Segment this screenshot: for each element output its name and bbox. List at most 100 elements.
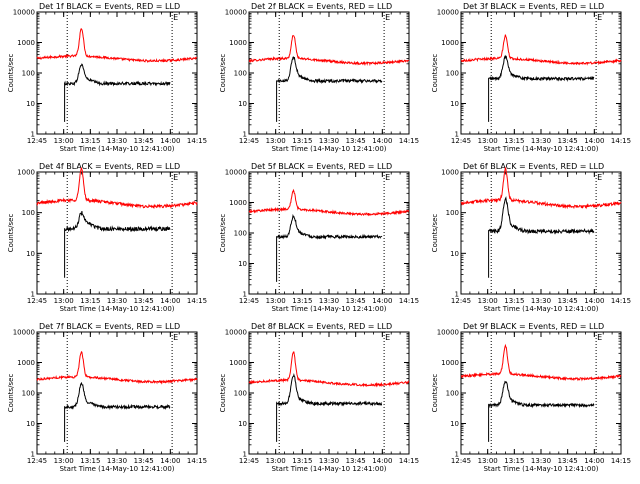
y-tick-label: 10 bbox=[450, 100, 459, 108]
y-tick-label: 1000 bbox=[17, 39, 35, 47]
y-tick-label: 1000 bbox=[17, 359, 35, 367]
y-tick-label: 1 bbox=[455, 291, 459, 299]
x-tick-label: 14:15 bbox=[399, 457, 419, 465]
y-tick-label: 100 bbox=[446, 209, 459, 217]
y-tick-label: 1000 bbox=[229, 199, 247, 207]
marker-label: E bbox=[173, 173, 178, 182]
x-tick-label: 13:45 bbox=[346, 137, 366, 145]
plot-frame bbox=[460, 171, 622, 295]
x-tick-label: 13:15 bbox=[504, 457, 524, 465]
plot-frame bbox=[248, 11, 410, 135]
y-tick-label: 100 bbox=[22, 70, 35, 78]
x-tick-label: 13:30 bbox=[107, 137, 127, 145]
y-tick-label: 1000 bbox=[441, 359, 459, 367]
y-axis-label: Counts/sec bbox=[431, 374, 439, 413]
series-events-black bbox=[488, 380, 595, 442]
series-events-black bbox=[276, 213, 383, 282]
marker-label: E bbox=[173, 333, 178, 342]
plot-frame bbox=[36, 331, 198, 455]
marker-label: E bbox=[385, 13, 390, 22]
plot-frame bbox=[248, 171, 410, 295]
x-tick-label: 13:00 bbox=[54, 457, 74, 465]
series-events-black bbox=[64, 63, 171, 122]
y-tick-label: 10000 bbox=[437, 329, 459, 337]
y-tick-label: 10 bbox=[26, 100, 35, 108]
x-tick-label: 12:45 bbox=[239, 137, 259, 145]
plot-frame bbox=[248, 331, 410, 455]
x-tick-label: 14:15 bbox=[187, 297, 207, 305]
y-tick-label: 1 bbox=[31, 451, 35, 459]
marker-label: E bbox=[385, 173, 390, 182]
y-axis-label: Counts/sec bbox=[7, 54, 15, 93]
marker-label: E bbox=[597, 333, 602, 342]
x-tick-label: 13:00 bbox=[478, 457, 498, 465]
series-lld-red bbox=[36, 167, 198, 209]
x-tick-label: 13:30 bbox=[319, 297, 339, 305]
marker-label: E bbox=[597, 173, 602, 182]
x-axis-label: Start Time (14-May-10 12:41:00) bbox=[271, 145, 386, 153]
x-tick-label: 13:00 bbox=[478, 297, 498, 305]
x-tick-label: 13:00 bbox=[266, 137, 286, 145]
chart-title: Det 5f BLACK = Events, RED = LLD bbox=[251, 162, 392, 171]
plot-frame bbox=[460, 331, 622, 455]
x-tick-label: 14:15 bbox=[187, 457, 207, 465]
y-tick-label: 10000 bbox=[225, 329, 247, 337]
y-axis-label: Counts/sec bbox=[219, 214, 227, 253]
chart-panel-8: Det 8f BLACK = Events, RED = LLD 1 10 100 10… bbox=[219, 322, 419, 473]
series-lld-red bbox=[248, 188, 410, 217]
x-tick-label: 13:45 bbox=[558, 137, 578, 145]
x-tick-label: 13:30 bbox=[107, 297, 127, 305]
y-tick-label: 10 bbox=[450, 250, 459, 258]
x-tick-label: 13:30 bbox=[531, 457, 551, 465]
chart-title: Det 1f BLACK = Events, RED = LLD bbox=[39, 2, 180, 11]
series-events-black bbox=[488, 54, 595, 122]
series-lld-red bbox=[36, 28, 198, 64]
series-lld-red bbox=[248, 351, 410, 388]
x-tick-label: 13:45 bbox=[558, 457, 578, 465]
x-tick-label: 14:00 bbox=[160, 137, 180, 145]
x-tick-label: 13:00 bbox=[266, 297, 286, 305]
chart-title: Det 3f BLACK = Events, RED = LLD bbox=[463, 2, 604, 11]
x-tick-label: 12:45 bbox=[239, 297, 259, 305]
x-tick-label: 14:00 bbox=[372, 297, 392, 305]
x-tick-label: 13:45 bbox=[346, 297, 366, 305]
y-tick-label: 10000 bbox=[225, 9, 247, 17]
marker-label: E bbox=[597, 13, 602, 22]
chart-title: Det 7f BLACK = Events, RED = LLD bbox=[39, 322, 180, 331]
x-tick-label: 14:15 bbox=[399, 297, 419, 305]
x-tick-label: 13:15 bbox=[80, 457, 100, 465]
x-tick-label: 14:00 bbox=[584, 137, 604, 145]
x-tick-label: 13:45 bbox=[134, 137, 154, 145]
y-tick-label: 100 bbox=[22, 390, 35, 398]
x-tick-label: 13:45 bbox=[346, 457, 366, 465]
series-lld-red bbox=[248, 35, 410, 67]
x-axis-label: Start Time (14-May-10 12:41:00) bbox=[271, 305, 386, 313]
x-tick-label: 13:15 bbox=[80, 137, 100, 145]
series-lld-red bbox=[36, 350, 198, 385]
x-tick-label: 12:45 bbox=[27, 297, 47, 305]
y-tick-label: 10000 bbox=[225, 169, 247, 177]
x-tick-label: 14:00 bbox=[160, 457, 180, 465]
x-tick-label: 14:00 bbox=[372, 457, 392, 465]
x-tick-label: 12:45 bbox=[451, 137, 471, 145]
x-tick-label: 14:00 bbox=[372, 137, 392, 145]
y-axis-label: Counts/sec bbox=[7, 214, 15, 253]
x-tick-label: 14:15 bbox=[611, 297, 631, 305]
y-tick-label: 1000 bbox=[441, 39, 459, 47]
y-tick-label: 1000 bbox=[229, 39, 247, 47]
y-tick-label: 100 bbox=[446, 70, 459, 78]
y-axis-label: Counts/sec bbox=[431, 214, 439, 253]
x-tick-label: 12:45 bbox=[451, 457, 471, 465]
x-tick-label: 13:45 bbox=[558, 297, 578, 305]
y-tick-label: 10 bbox=[450, 420, 459, 428]
x-tick-label: 13:15 bbox=[80, 297, 100, 305]
chart-title: Det 6f BLACK = Events, RED = LLD bbox=[463, 162, 604, 171]
y-tick-label: 1000 bbox=[229, 359, 247, 367]
plot-frame bbox=[36, 11, 198, 135]
x-tick-label: 14:00 bbox=[584, 297, 604, 305]
x-axis-label: Start Time (14-May-10 12:41:00) bbox=[59, 145, 174, 153]
y-tick-label: 1 bbox=[455, 451, 459, 459]
chart-panel-9: Det 9f BLACK = Events, RED = LLD 1 10 100 10… bbox=[431, 322, 631, 473]
